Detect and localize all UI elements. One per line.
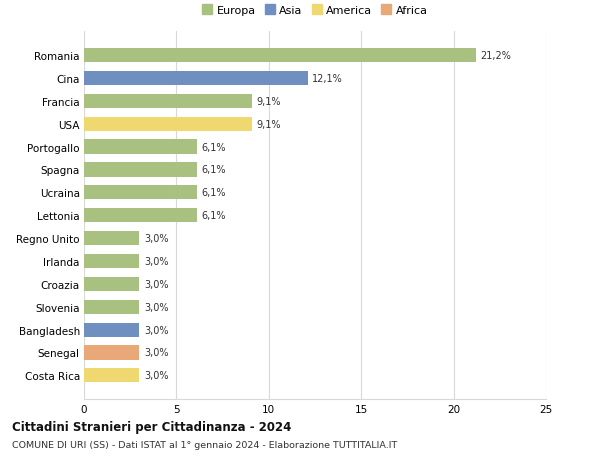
Bar — [84, 140, 197, 154]
Text: COMUNE DI URI (SS) - Dati ISTAT al 1° gennaio 2024 - Elaborazione TUTTITALIA.IT: COMUNE DI URI (SS) - Dati ISTAT al 1° ge… — [12, 440, 397, 449]
Text: 3,0%: 3,0% — [144, 234, 169, 244]
Bar — [84, 95, 252, 109]
Text: 3,0%: 3,0% — [144, 279, 169, 289]
Bar — [84, 118, 252, 131]
Text: 3,0%: 3,0% — [144, 257, 169, 266]
Bar — [84, 369, 139, 383]
Bar — [84, 231, 139, 246]
Text: 9,1%: 9,1% — [257, 119, 281, 129]
Text: 12,1%: 12,1% — [312, 74, 343, 84]
Bar — [84, 323, 139, 337]
Text: 3,0%: 3,0% — [144, 302, 169, 312]
Bar — [84, 277, 139, 291]
Bar — [84, 346, 139, 360]
Bar — [84, 49, 476, 63]
Bar — [84, 254, 139, 269]
Text: 6,1%: 6,1% — [202, 142, 226, 152]
Text: 6,1%: 6,1% — [202, 211, 226, 221]
Bar — [84, 186, 197, 200]
Text: 21,2%: 21,2% — [481, 51, 511, 61]
Legend: Europa, Asia, America, Africa: Europa, Asia, America, Africa — [198, 1, 432, 20]
Bar — [84, 300, 139, 314]
Bar — [84, 163, 197, 177]
Bar — [84, 72, 308, 86]
Text: 3,0%: 3,0% — [144, 348, 169, 358]
Text: 6,1%: 6,1% — [202, 165, 226, 175]
Bar — [84, 209, 197, 223]
Text: 3,0%: 3,0% — [144, 325, 169, 335]
Text: 3,0%: 3,0% — [144, 370, 169, 381]
Text: Cittadini Stranieri per Cittadinanza - 2024: Cittadini Stranieri per Cittadinanza - 2… — [12, 420, 292, 433]
Text: 9,1%: 9,1% — [257, 96, 281, 106]
Text: 6,1%: 6,1% — [202, 188, 226, 198]
